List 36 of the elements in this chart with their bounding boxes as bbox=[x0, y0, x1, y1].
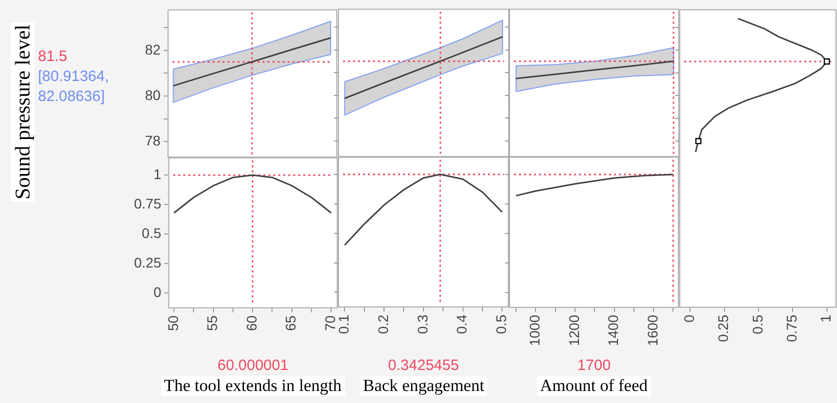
ref-line-label: 0.3425455 bbox=[387, 357, 460, 374]
x-tick-label: 1600 bbox=[644, 314, 660, 346]
y-axis-title: Sound pressure level bbox=[10, 22, 34, 202]
x-axis-title: The tool extends in length bbox=[161, 376, 345, 396]
x-tick-label: 0.3 bbox=[414, 314, 430, 334]
x-tick-label: 0 bbox=[680, 314, 697, 322]
y-tick-label: 0 bbox=[153, 284, 162, 300]
x-tick-label: 1000 bbox=[526, 314, 543, 346]
x-tick-label: 1200 bbox=[566, 314, 582, 346]
y-tick-label: 78 bbox=[145, 132, 162, 148]
x-tick-label: 0.4 bbox=[454, 314, 470, 334]
x-tick-label: 0.1 bbox=[336, 314, 352, 334]
x-tick-label: 70 bbox=[322, 314, 338, 331]
x-axis-title: Amount of feed bbox=[537, 376, 651, 396]
x-tick-label: 0.2 bbox=[374, 314, 391, 334]
ref-line-label: 1700 bbox=[576, 357, 612, 374]
x-tick-label: 0.75 bbox=[783, 314, 800, 342]
y-tick-label: 80 bbox=[145, 86, 162, 103]
text: [80.91364, 82.08636] bbox=[38, 67, 110, 108]
x-tick-label: 1400 bbox=[605, 314, 622, 346]
x-tick-label: 60 bbox=[243, 314, 260, 331]
x-axis-title: Back engagement bbox=[360, 376, 488, 396]
y-tick-label: 0.25 bbox=[134, 254, 162, 270]
ref-line-label: 81.5 bbox=[38, 48, 68, 66]
ref-line-label: 60.000001 bbox=[216, 357, 290, 374]
y-tick-label: 0.5 bbox=[142, 224, 162, 241]
x-tick-label: 0.5 bbox=[493, 314, 510, 334]
x-tick-label: 0.5 bbox=[749, 314, 766, 334]
y-tick-label: 82 bbox=[145, 40, 162, 57]
x-tick-label: 50 bbox=[164, 314, 181, 331]
y-tick-label: 1 bbox=[153, 166, 162, 182]
x-tick-label: 1 bbox=[818, 314, 834, 322]
x-tick-label: 0.25 bbox=[714, 314, 731, 342]
x-tick-label: 55 bbox=[204, 314, 220, 331]
y-tick-label: 0.75 bbox=[134, 195, 162, 212]
x-tick-label: 65 bbox=[282, 314, 298, 331]
